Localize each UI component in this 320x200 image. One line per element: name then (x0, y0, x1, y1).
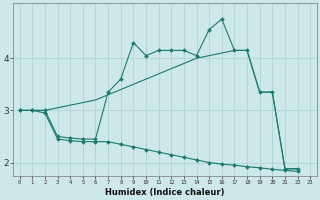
X-axis label: Humidex (Indice chaleur): Humidex (Indice chaleur) (105, 188, 225, 197)
